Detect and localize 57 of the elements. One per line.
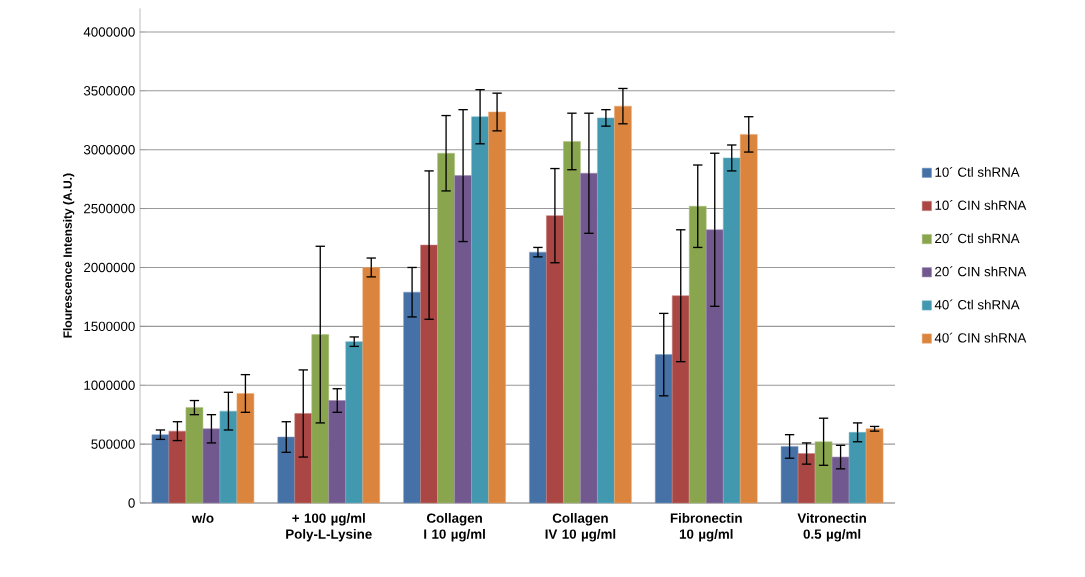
bar: [362, 267, 381, 504]
bar: [219, 410, 238, 504]
x-tick-label: Collagen IV 10 µg/ml: [545, 513, 616, 542]
bar: [597, 117, 615, 504]
bar: [185, 407, 204, 504]
bar: [671, 295, 690, 504]
bar: [277, 436, 296, 504]
bar: [865, 428, 884, 504]
bar: [236, 393, 255, 504]
y-tick-label: 1000000: [84, 380, 135, 390]
legend-label: 40´ CIN shRNA: [934, 332, 1027, 343]
y-tick-label: 0: [128, 498, 135, 508]
legend-label: 20´ Ctl shRNA: [935, 233, 1020, 244]
bar: [797, 453, 816, 504]
bar: [403, 291, 421, 504]
legend-label: 40´ Ctl shRNA: [934, 299, 1020, 310]
bar: [780, 446, 799, 504]
bar: [722, 157, 741, 504]
x-tick-label: + 100 µg/ml Poly-L-Lysine: [286, 513, 372, 542]
bar: [831, 456, 850, 504]
bar: [202, 428, 221, 504]
bar: [345, 341, 364, 504]
y-tick-label: 500000: [91, 439, 135, 449]
x-tick-label: w/o: [191, 513, 214, 523]
bar: [814, 441, 833, 504]
bar: [420, 244, 438, 504]
y-tick-label: 4000000: [83, 27, 135, 37]
bar: [688, 205, 707, 504]
y-tick-label: 2500000: [84, 203, 135, 214]
bar: [529, 251, 547, 504]
bar: [614, 105, 632, 504]
bar: [151, 434, 170, 504]
bar: [563, 141, 581, 504]
bar: [294, 413, 313, 504]
x-tick-label: Fibronectin 10 µg/ml: [670, 513, 742, 542]
bar: [739, 134, 758, 504]
legend-label: 10´ CIN shRNA: [935, 200, 1027, 210]
bar: [168, 430, 187, 504]
y-axis-title: Flourescence Intensity (A.U.): [63, 173, 75, 338]
bar: [705, 229, 724, 504]
y-tick-label: 1500000: [84, 321, 135, 332]
bar: [848, 432, 867, 504]
bar: [546, 215, 564, 504]
bar: [328, 400, 347, 504]
bar: [471, 116, 489, 504]
y-tick-label: 2000000: [84, 262, 135, 273]
y-tick-label: 3500000: [83, 86, 135, 96]
legend-label: 10´ Ctl shRNA: [935, 166, 1020, 177]
bar: [454, 175, 472, 504]
x-tick-label: Vitronectin 0.5 µg/ml: [797, 513, 866, 542]
legend-label: 20´ CIN shRNA: [935, 266, 1027, 277]
bar: [654, 354, 673, 504]
bar: [488, 111, 506, 504]
x-tick-label: Collagen I 10 µg/ml: [424, 513, 485, 542]
bar: [437, 152, 455, 504]
bar: [580, 172, 598, 504]
y-tick-label: 3000000: [83, 144, 135, 155]
